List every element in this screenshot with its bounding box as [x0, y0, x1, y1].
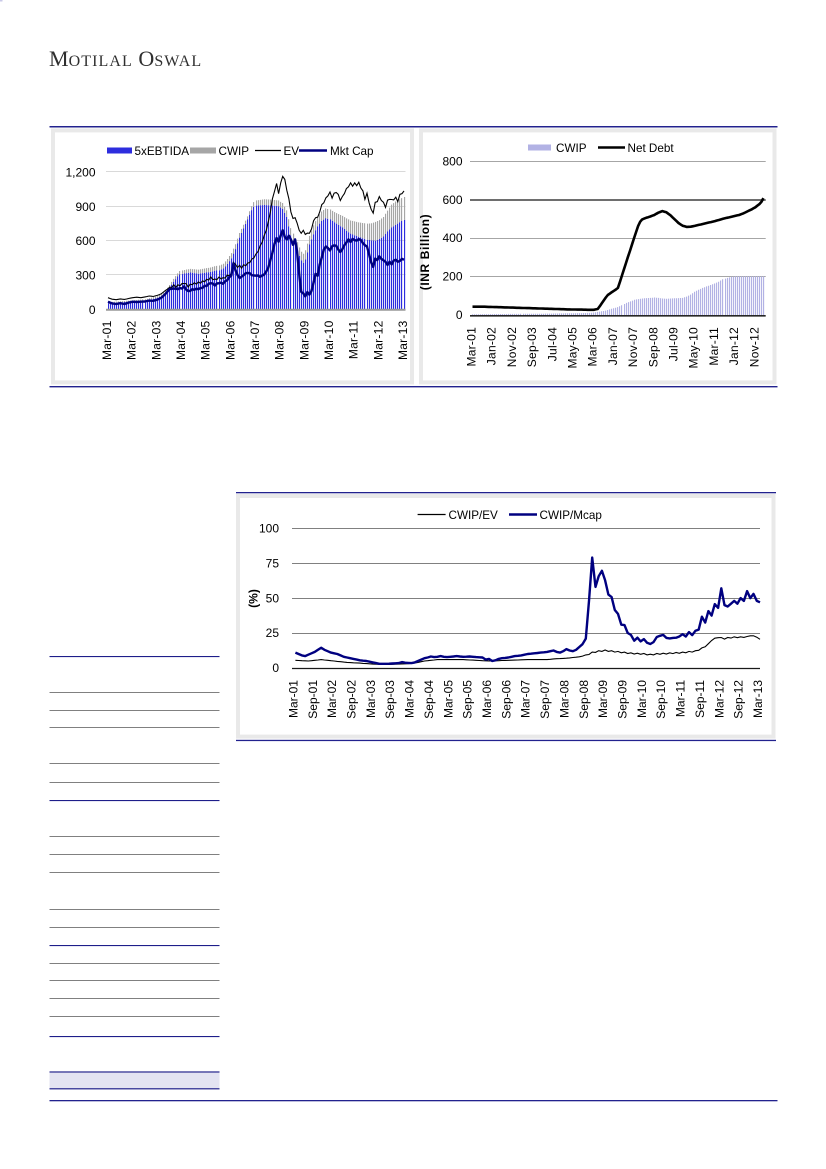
svg-text:Mar-01: Mar-01	[100, 320, 114, 360]
svg-text:100: 100	[259, 521, 279, 535]
svg-text:Mar-12: Mar-12	[712, 680, 726, 718]
svg-text:Sep-04: Sep-04	[422, 680, 436, 719]
svg-text:Nov-07: Nov-07	[626, 327, 640, 367]
svg-text:Mar-08: Mar-08	[273, 320, 287, 360]
svg-text:MOTILAL OSWAL: MOTILAL OSWAL	[49, 46, 202, 71]
svg-text:1,200: 1,200	[65, 165, 95, 179]
svg-text:Mkt Cap: Mkt Cap	[330, 145, 374, 158]
svg-text:Jan-02: Jan-02	[485, 327, 499, 365]
svg-text:Mar-06: Mar-06	[586, 327, 600, 367]
svg-text:Sep-08: Sep-08	[646, 327, 660, 367]
svg-text:Sep-12: Sep-12	[732, 680, 746, 719]
svg-text:Sep-09: Sep-09	[616, 680, 630, 719]
svg-text:Sep-11: Sep-11	[693, 680, 707, 718]
svg-text:EV: EV	[284, 145, 300, 158]
svg-text:Sep-06: Sep-06	[499, 680, 513, 719]
svg-text:Sep-07: Sep-07	[538, 680, 552, 719]
svg-text:Mar-09: Mar-09	[297, 320, 311, 360]
svg-text:Mar-07: Mar-07	[248, 320, 262, 360]
svg-text:0: 0	[272, 661, 279, 675]
svg-text:Mar-10: Mar-10	[322, 320, 336, 360]
svg-text:Sep-01: Sep-01	[306, 680, 320, 719]
svg-text:0: 0	[89, 303, 96, 317]
svg-text:Mar-13: Mar-13	[751, 680, 765, 718]
svg-text:Mar-07: Mar-07	[519, 680, 533, 718]
svg-text:900: 900	[75, 200, 95, 214]
svg-text:CWIP/EV: CWIP/EV	[449, 509, 499, 522]
svg-text:Nov-02: Nov-02	[505, 327, 519, 367]
svg-text:Mar-02: Mar-02	[125, 320, 139, 360]
svg-text:CWIP: CWIP	[219, 145, 250, 158]
svg-text:Mar-06: Mar-06	[223, 320, 237, 360]
svg-text:Mar-13: Mar-13	[396, 320, 410, 360]
svg-text:75: 75	[266, 556, 280, 570]
svg-text:300: 300	[75, 268, 95, 282]
svg-text:May-05: May-05	[566, 327, 580, 369]
svg-text:5xEBTIDA: 5xEBTIDA	[135, 145, 190, 158]
svg-text:Jul-09: Jul-09	[667, 327, 681, 361]
svg-text:Mar-09: Mar-09	[596, 680, 610, 718]
svg-text:0: 0	[456, 308, 463, 322]
svg-text:600: 600	[442, 193, 462, 207]
svg-text:CWIP/Mcap: CWIP/Mcap	[540, 509, 603, 522]
svg-text:50: 50	[266, 591, 280, 605]
svg-text:Mar-08: Mar-08	[557, 680, 571, 718]
svg-text:600: 600	[75, 234, 95, 248]
svg-text:Mar-11: Mar-11	[347, 320, 361, 359]
svg-text:Mar-10: Mar-10	[635, 680, 649, 718]
svg-text:Mar-03: Mar-03	[149, 320, 163, 360]
svg-text:Mar-05: Mar-05	[199, 320, 213, 360]
svg-text:Mar-01: Mar-01	[465, 327, 479, 367]
svg-text:Mar-03: Mar-03	[364, 680, 378, 718]
svg-text:May-10: May-10	[687, 327, 701, 369]
svg-text:Sep-02: Sep-02	[345, 680, 359, 719]
svg-text:Mar-06: Mar-06	[480, 680, 494, 718]
svg-text:Mar-11: Mar-11	[674, 680, 688, 717]
svg-text:Mar-02: Mar-02	[325, 680, 339, 718]
svg-text:(%): (%)	[247, 589, 261, 608]
svg-text:CWIP: CWIP	[556, 142, 587, 155]
svg-text:Sep-03: Sep-03	[525, 327, 539, 367]
svg-text:Jan-12: Jan-12	[727, 327, 741, 365]
svg-text:Mar-12: Mar-12	[371, 320, 385, 360]
svg-text:Mar-05: Mar-05	[441, 680, 455, 718]
svg-text:Mar-04: Mar-04	[403, 680, 417, 718]
svg-text:Sep-08: Sep-08	[577, 680, 591, 719]
svg-text:Sep-05: Sep-05	[461, 680, 475, 719]
svg-text:25: 25	[266, 626, 280, 640]
svg-text:Jan-07: Jan-07	[606, 327, 620, 365]
svg-text:Jul-04: Jul-04	[545, 327, 559, 361]
svg-text:(INR Billion): (INR Billion)	[418, 214, 432, 290]
svg-text:Nov-12: Nov-12	[747, 327, 761, 367]
svg-text:Sep-03: Sep-03	[383, 680, 397, 719]
svg-text:400: 400	[442, 231, 462, 245]
svg-text:800: 800	[442, 154, 462, 168]
svg-text:200: 200	[442, 270, 462, 284]
svg-text:Mar-01: Mar-01	[286, 680, 300, 718]
svg-text:Mar-11: Mar-11	[707, 327, 721, 366]
svg-text:Sep-10: Sep-10	[654, 680, 668, 719]
svg-text:Net Debt: Net Debt	[628, 142, 675, 155]
svg-text:Mar-04: Mar-04	[174, 320, 188, 360]
